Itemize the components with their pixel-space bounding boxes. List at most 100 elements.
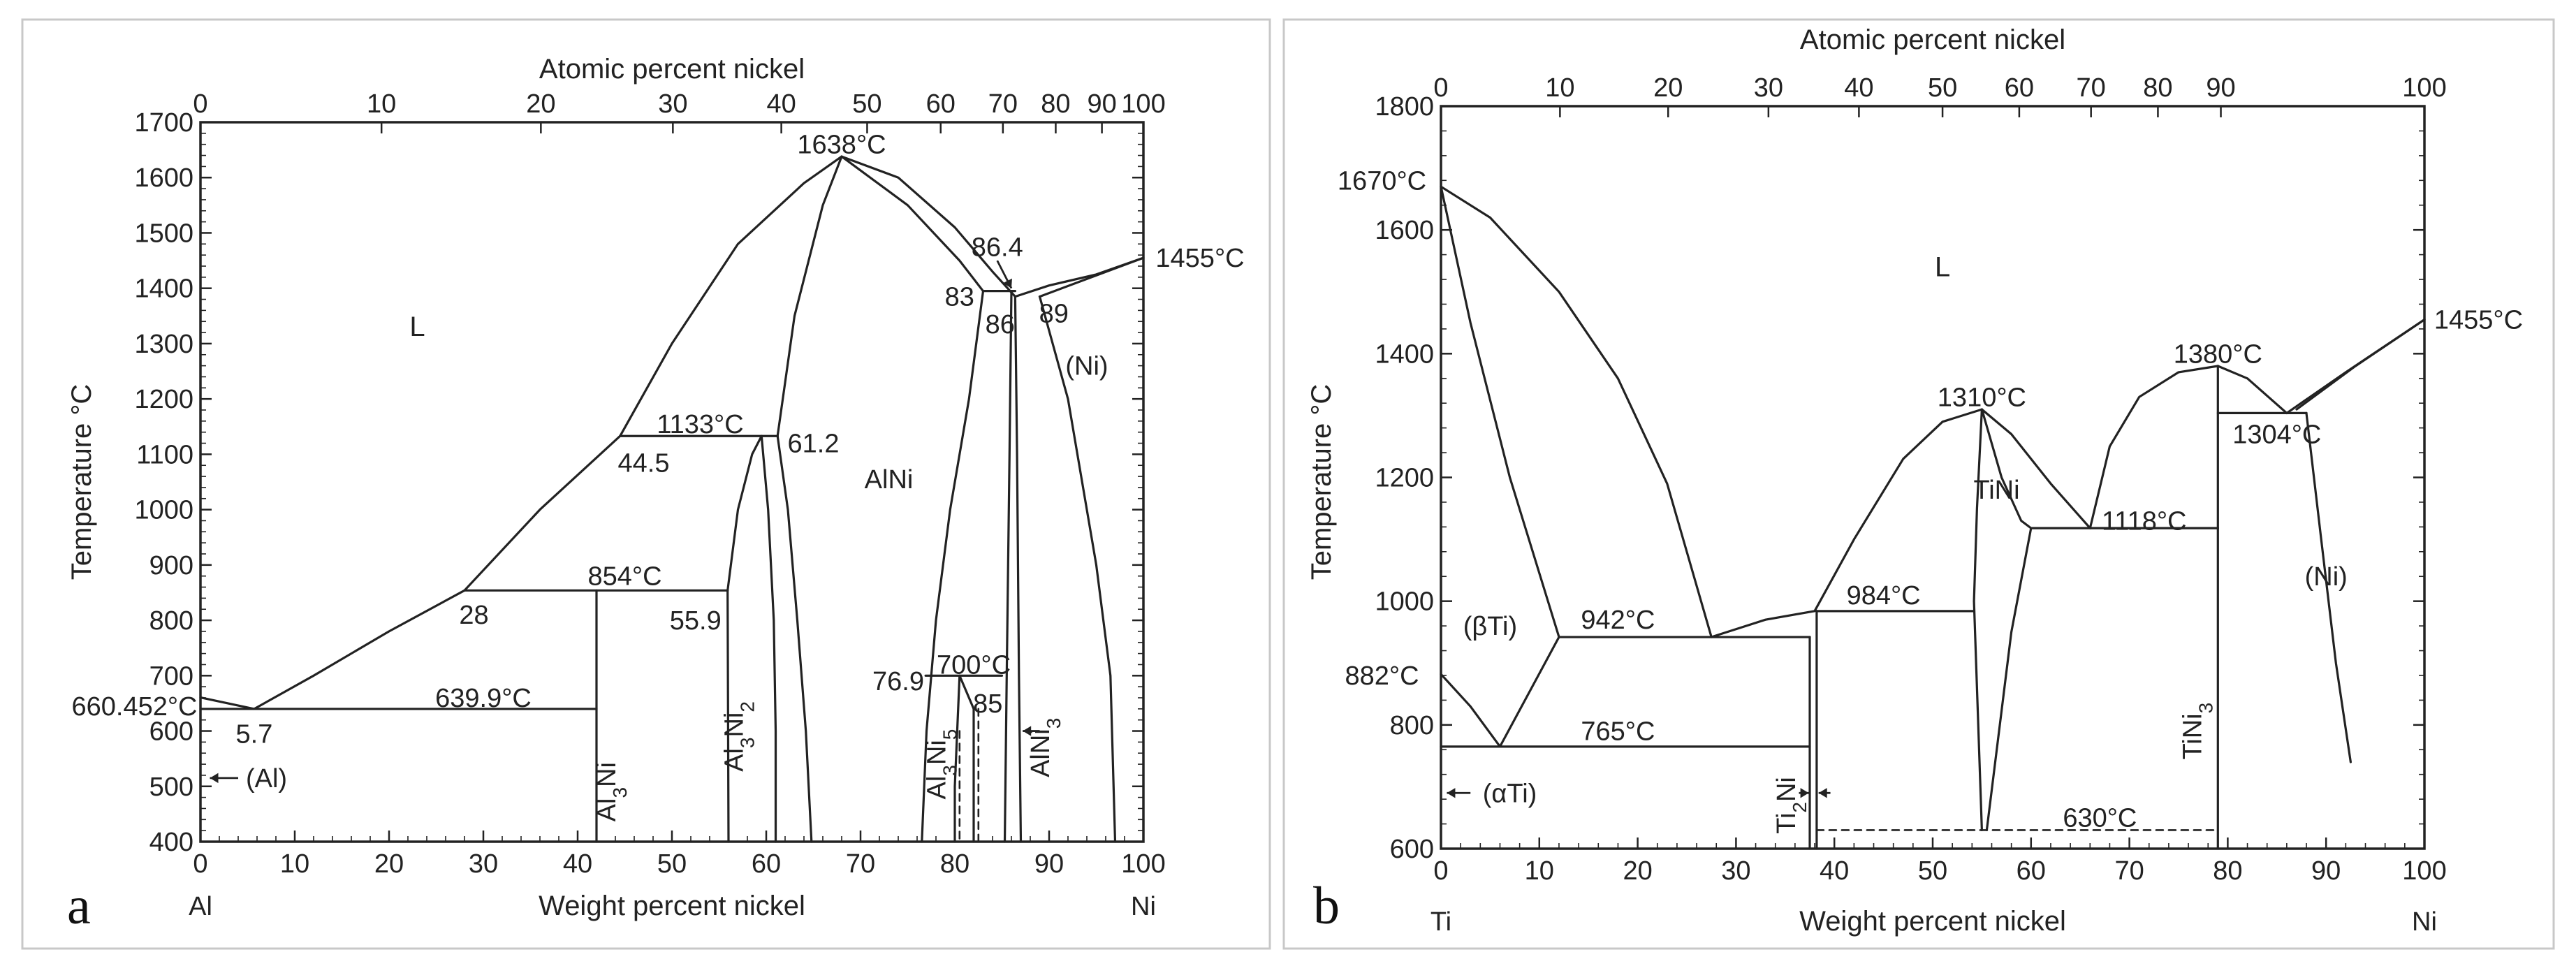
bottom-tick-label: 80	[2213, 856, 2242, 886]
bottom-tick-label: 80	[940, 849, 969, 879]
top-tick-label: 40	[766, 89, 796, 119]
y-tick-label: 1400	[1375, 339, 1434, 369]
phase-boundary-al3ni2-dome-left	[726, 434, 763, 592]
bottom-tick-label: 0	[193, 849, 207, 879]
panel-b-ticks: 0 10 20 30 40 50 60 70 80 90 1000 10 20 30 40 50 60 70 80 9…	[1375, 73, 2446, 886]
y-tick-label: 500	[149, 773, 193, 802]
y-tick-label: 1000	[1375, 587, 1434, 617]
bottom-tick-label: 100	[1121, 849, 1165, 879]
panel-b-bottom-axis-label: Weight percent nickel	[1799, 906, 2066, 937]
top-tick-label: 60	[926, 89, 956, 119]
panel-b-y-axis-label: Temperature °C	[1306, 384, 1337, 580]
top-tick-label: 20	[1653, 73, 1683, 103]
phase-label-rotated: TiNi3	[2178, 703, 2216, 760]
pointer-arrowhead	[1003, 278, 1012, 288]
bottom-tick-label: 30	[469, 849, 498, 879]
phase-boundary-alni-left-lower	[776, 434, 813, 843]
panel-a-y-axis-label: Temperature °C	[66, 384, 97, 580]
annotation: (βTi)	[1463, 612, 1517, 641]
y-tick-label: 1100	[136, 440, 193, 469]
y-tick-label: 600	[149, 717, 193, 747]
y-tick-label: 800	[149, 606, 193, 636]
bottom-tick-label: 50	[1918, 856, 1947, 886]
panel-a-bottom-axis-label: Weight percent nickel	[539, 891, 805, 921]
bottom-tick-label: 0	[1433, 856, 1448, 886]
annotation: 1455°C	[1155, 244, 1244, 273]
annotation: 89	[1039, 299, 1069, 328]
top-tick-label: 30	[658, 89, 687, 119]
panel-a-annotations: 1638°C 86.4 1455°C 83 86 89 (Ni) L 1133°C 61.2 44.…	[72, 131, 1245, 822]
phase-label-rotated: Ti2Ni	[1772, 777, 1810, 834]
top-tick-label: 90	[1087, 89, 1116, 119]
phase-boundary-ni-solidus	[1038, 295, 1117, 843]
pointer-arrowhead	[1447, 788, 1456, 798]
y-tick-label: 400	[149, 828, 193, 857]
annotation: 85	[973, 689, 1002, 719]
phase-boundary-liquidus-alni-right	[840, 155, 1016, 298]
annotation: 942°C	[1581, 606, 1655, 635]
annotation: 765°C	[1581, 717, 1655, 747]
y-tick-label: 600	[1390, 835, 1434, 864]
annotation: 1670°C	[1338, 166, 1426, 196]
pointer-arrowhead	[1023, 726, 1032, 736]
top-tick-label: 100	[1121, 89, 1165, 119]
bottom-tick-label: 60	[2017, 856, 2046, 886]
annotation: 86	[986, 310, 1015, 339]
y-tick-label: 700	[149, 661, 193, 691]
y-tick-label: 900	[149, 551, 193, 580]
top-tick-label: 10	[367, 89, 396, 119]
pointer-arrowhead	[1800, 788, 1809, 798]
annotation: 1310°C	[1938, 383, 2026, 412]
phase-boundary-al3ni2-dome-right	[760, 434, 777, 843]
bottom-tick-label: 30	[1721, 856, 1750, 886]
top-tick-label: 50	[852, 89, 881, 119]
phase-label-rotated: Al3Ni	[592, 762, 631, 821]
bottom-tick-label: 40	[563, 849, 592, 879]
panel-a: Atomic percent nickel Weight percent nic…	[21, 18, 1271, 950]
annotation: 1638°C	[797, 131, 886, 160]
y-tick-label: 1600	[1375, 216, 1434, 245]
y-tick-label: 1700	[134, 108, 193, 138]
y-tick-label: 1400	[134, 275, 193, 304]
phase-boundary-tini-right-boundary	[1980, 408, 2033, 831]
top-tick-label: 20	[526, 89, 555, 119]
y-tick-label: 1800	[1375, 92, 1434, 122]
phase-label-text: Ti2Ni	[1772, 777, 1810, 834]
phase-boundary-beta-transus	[1440, 673, 1502, 748]
phase-boundary-liquidus-tini3-left	[2088, 365, 2219, 529]
panel-b-letter: b	[1313, 877, 1340, 935]
annotation: 630°C	[2063, 804, 2137, 833]
y-tick-label: 1500	[134, 219, 193, 248]
y-tick-label: 800	[1390, 711, 1434, 740]
phase-boundary-alni-right-boundary	[840, 155, 985, 293]
annotation: 984°C	[1847, 581, 1921, 610]
y-tick-label: 1200	[1375, 464, 1434, 493]
annotation: 1455°C	[2434, 306, 2523, 335]
annotation: 76.9	[872, 667, 924, 696]
annotation: 639.9°C	[435, 684, 532, 713]
panel-b: Atomic percent nickel Weight percent nic…	[1282, 18, 2555, 950]
phase-label-rotated: Al3Ni5	[923, 729, 961, 800]
panel-a-plot-area	[199, 121, 1145, 843]
annotation: 61.2	[788, 430, 840, 459]
phase-boundary-liquidus-tini-left	[1813, 408, 1983, 613]
bottom-tick-label: 70	[846, 849, 875, 879]
annotation: 1133°C	[657, 410, 743, 439]
phase-boundary-alni-right-lower	[921, 290, 985, 843]
panel-b-top-axis-label: Atomic percent nickel	[1800, 24, 2065, 55]
annotation: L	[1935, 251, 1950, 282]
panel-a-end-label-left: Al	[189, 892, 212, 921]
top-tick-label: 70	[2077, 73, 2106, 103]
annotation: 1304°C	[2232, 420, 2321, 449]
annotation: L	[409, 312, 425, 342]
bottom-tick-label: 20	[374, 849, 404, 879]
phase-boundary-liquidus-al3ni	[253, 589, 466, 710]
annotation: 55.9	[670, 606, 722, 636]
phase-boundary-liquidus-ti	[1440, 185, 1713, 638]
phase-boundary-al3ni5-top	[958, 674, 975, 710]
phase-boundary-al3ni5-left	[953, 674, 961, 843]
panel-a-ticks: 0 10 20 30 40 50 60 70 80 90 1000 10 20 30 40 50 60 70 80 9…	[134, 89, 1165, 879]
panel-b-end-label-left: Ti	[1430, 907, 1451, 937]
bottom-tick-label: 10	[1525, 856, 1554, 886]
panel-b-annotations: 1670°C L 1455°C 1380°C 1304°C 1310°C TiNi 1118°…	[1338, 166, 2523, 834]
